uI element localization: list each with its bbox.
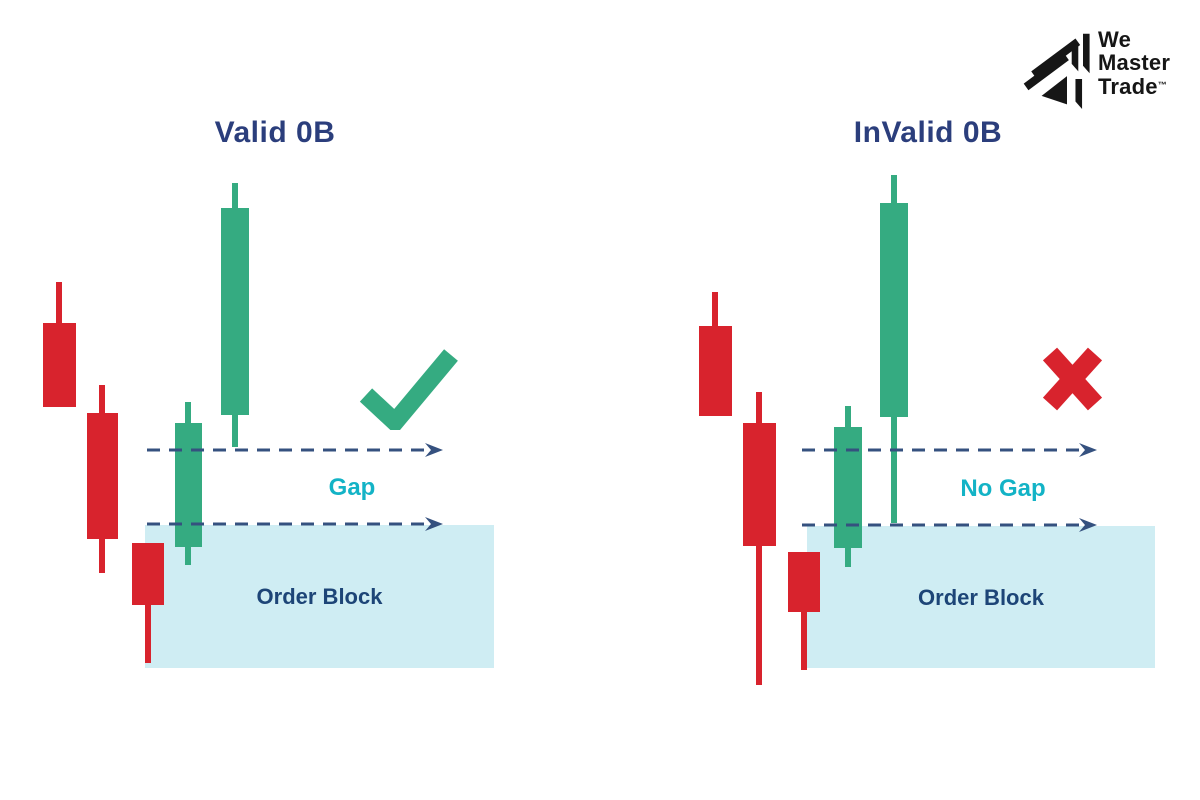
invalid-ob-title: InValid 0B: [853, 116, 1003, 149]
we-master-trade-logo-icon: [1023, 33, 1090, 110]
we-master-trade-logo-text: We Master Trade™: [1098, 28, 1170, 98]
order-block-zone: [807, 526, 1155, 668]
order-block-label: Order Block: [918, 585, 1044, 610]
logo-line-we: We: [1098, 27, 1132, 52]
logo-line-master: Master: [1098, 50, 1171, 75]
order-block-zone: [145, 525, 494, 668]
bullish-candle-body: [880, 203, 908, 417]
bullish-candle-body: [174, 423, 202, 547]
bearish-candle-body: [132, 543, 164, 605]
we-master-trade-logo: We Master Trade™: [1022, 26, 1182, 110]
arrowhead: [1079, 518, 1097, 532]
dashed-level-arrow: [802, 443, 1097, 457]
dashed-level-arrow: [147, 517, 443, 531]
bearish-candle-body: [42, 323, 76, 407]
bullish-candle-body: [834, 427, 862, 548]
bearish-candle-body: [742, 423, 776, 546]
bullish-candle-body: [221, 208, 249, 415]
dashed-level-arrow: [802, 518, 1097, 532]
bearish-candle-body: [698, 326, 732, 416]
valid-check-icon: [359, 349, 458, 430]
dashed-level-arrow: [147, 443, 443, 457]
arrowhead: [1079, 443, 1097, 457]
bearish-candle-body: [86, 413, 118, 539]
gap-label: Gap: [328, 474, 376, 501]
logo-line-trade: Trade™: [1098, 74, 1167, 99]
valid-ob-title: Valid 0B: [214, 116, 336, 149]
no-gap-label: No Gap: [960, 475, 1046, 502]
arrowhead: [425, 443, 443, 457]
invalid-x-icon: [1042, 347, 1103, 411]
order-block-label: Order Block: [256, 584, 383, 609]
trademark-symbol: ™: [1157, 80, 1167, 90]
bearish-candle-body: [788, 552, 820, 612]
arrowhead: [425, 517, 443, 531]
